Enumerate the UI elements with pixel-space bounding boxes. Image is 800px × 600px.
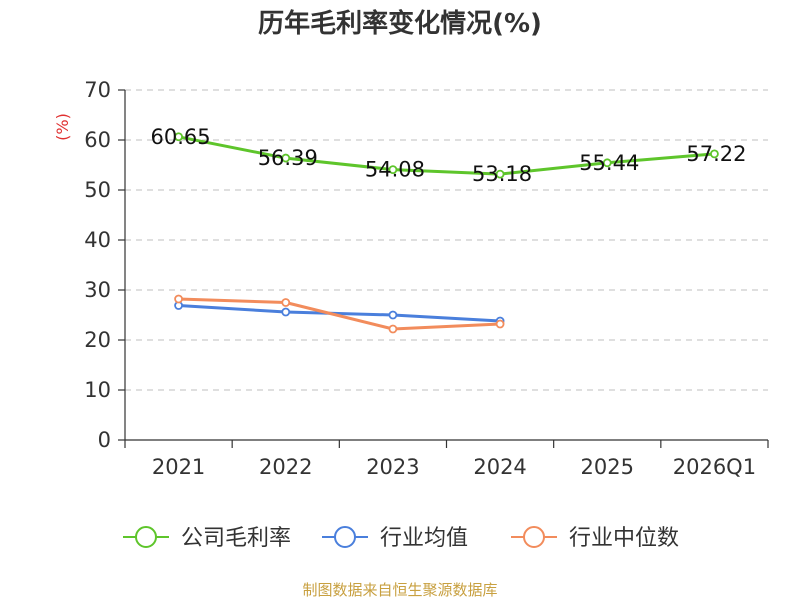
data-point	[174, 132, 183, 142]
data-label: 60.65	[151, 125, 211, 149]
data-label: 54.08	[365, 158, 425, 182]
x-tick-label: 2024	[473, 455, 526, 479]
series-line-2	[177, 297, 502, 331]
source-note: 制图数据来自恒生聚源数据库	[302, 581, 497, 599]
y-tick-label: 10	[84, 378, 111, 402]
data-label: 56.39	[258, 146, 318, 170]
data-point	[281, 153, 291, 163]
data-point	[281, 298, 291, 307]
data-point	[495, 169, 505, 179]
legend-label-2: 行业中位数	[569, 526, 679, 551]
x-tick-label: 2023	[366, 455, 419, 479]
grid-layer	[125, 89, 768, 391]
data-point	[388, 324, 398, 334]
y-tick-label: 0	[98, 428, 111, 452]
chart-title: 历年毛利率变化情况(%)	[258, 8, 542, 39]
y-axis-label: (%)	[53, 113, 72, 141]
axis-layer: 0 10 20 30 40 50 60 70 2021 2022 2023 2024 2025 2026Q…	[84, 78, 769, 479]
legend: 公司毛利率 行业均值 行业中位数	[123, 526, 679, 551]
x-tick-label: 2021	[152, 455, 205, 479]
legend-marker-1	[334, 526, 356, 548]
x-tick-label: 2022	[259, 455, 312, 479]
data-label: 53.18	[472, 162, 532, 186]
y-tick-label: 20	[84, 328, 111, 352]
x-tick-label: 2025	[581, 455, 634, 479]
y-tick-label: 60	[84, 128, 111, 152]
legend-marker-0	[135, 526, 157, 548]
x-tick-label: 2026Q1	[673, 455, 756, 479]
data-point	[174, 294, 183, 304]
legend-label-0: 公司毛利率	[181, 526, 291, 551]
data-point	[388, 310, 398, 320]
data-point	[495, 319, 505, 329]
label-layer: 60.65 56.39 54.08 53.18 55.44 57.22	[151, 125, 747, 186]
y-tick-label: 50	[84, 178, 111, 202]
data-point	[602, 158, 612, 168]
legend-marker-2	[523, 526, 545, 548]
y-tick-label: 30	[84, 278, 111, 302]
data-point	[388, 165, 398, 175]
series-line-0	[177, 135, 716, 176]
series-layer	[174, 132, 719, 334]
data-point	[281, 307, 291, 317]
series-line-1	[177, 304, 502, 323]
data-point	[710, 149, 719, 159]
y-tick-label: 70	[84, 78, 111, 102]
data-label: 55.44	[579, 151, 639, 175]
y-tick-label: 40	[84, 228, 111, 252]
legend-label-1: 行业均值	[380, 526, 468, 551]
data-label: 57.22	[686, 142, 746, 166]
